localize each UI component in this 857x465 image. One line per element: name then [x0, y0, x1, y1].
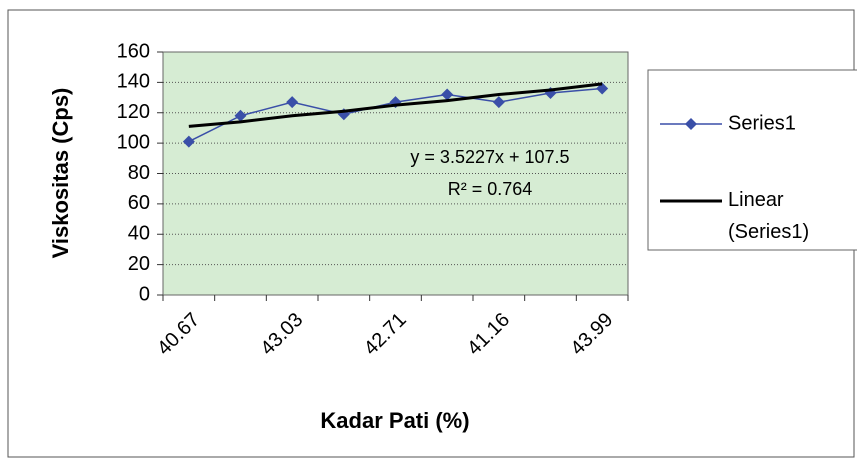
equation: y = 3.5227x + 107.5 — [410, 147, 569, 167]
marker — [286, 96, 299, 109]
y-tick-label: 160 — [117, 40, 150, 62]
x-axis-title: Kadar Pati (%) — [320, 408, 469, 433]
r-squared: R² = 0.764 — [448, 179, 533, 199]
y-tick-label: 40 — [128, 223, 150, 245]
marker — [492, 96, 505, 109]
legend-label: Series1 — [728, 112, 796, 134]
marker — [182, 135, 195, 148]
y-tick-label: 140 — [117, 71, 150, 93]
y-tick-label: 60 — [128, 192, 150, 214]
marker — [234, 109, 247, 122]
y-tick-label: 120 — [117, 101, 150, 123]
y-axis-title: Viskositas (Cps) — [48, 88, 73, 259]
legend-label: Linear (Series1) — [728, 189, 809, 243]
y-tick-label: 20 — [128, 253, 150, 275]
legend-marker — [685, 118, 697, 130]
y-tick-label: 100 — [117, 131, 150, 153]
marker — [441, 88, 454, 101]
legend-box — [647, 69, 857, 251]
y-tick-label: 0 — [139, 283, 150, 305]
trendline — [188, 82, 603, 128]
y-tick-label: 80 — [128, 162, 150, 184]
